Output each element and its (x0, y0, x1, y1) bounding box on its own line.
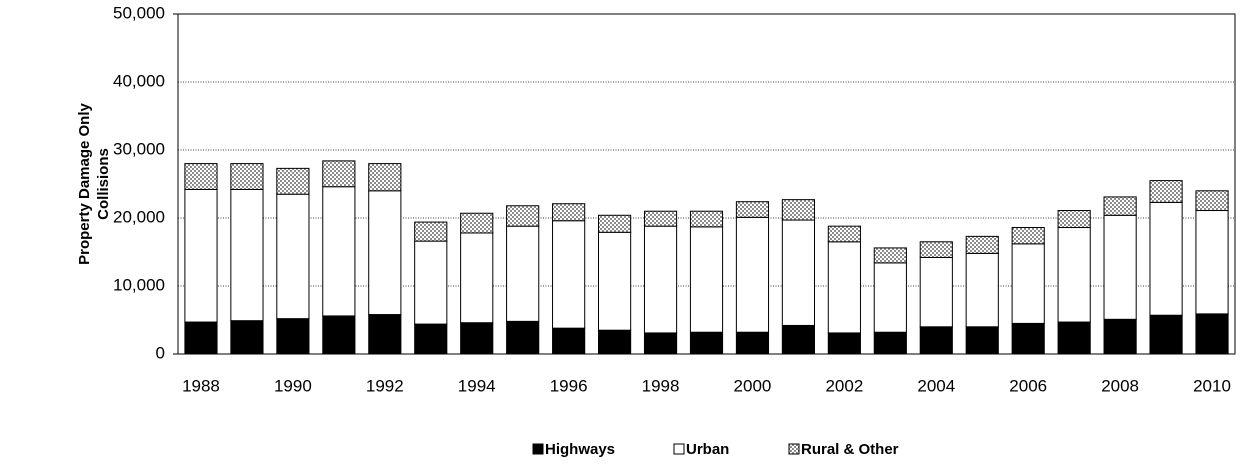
x-tick-label: 1990 (274, 376, 312, 395)
bar-segment (368, 314, 402, 355)
bar-segment (368, 163, 402, 192)
x-tick-label: 2010 (1193, 376, 1231, 395)
bar-segment (689, 226, 724, 333)
x-tick-label: 2006 (1009, 376, 1047, 395)
bar-segment (230, 188, 264, 322)
bar-segment (643, 210, 678, 227)
bar-segment (735, 201, 770, 218)
bar-segment (781, 199, 815, 221)
y-axis-label: Collisions (95, 148, 112, 220)
bar-segment (322, 160, 356, 188)
bar-segment (781, 219, 815, 326)
bar-segment (322, 315, 356, 355)
legend-label: Rural & Other (801, 441, 899, 458)
bar-segment (276, 318, 310, 355)
bar-segment (873, 262, 907, 333)
y-tick-label: 50,000 (113, 3, 165, 22)
bar-segment (965, 326, 999, 355)
bar-segment (276, 167, 310, 195)
bar-segment (873, 331, 907, 355)
x-tick-label: 1992 (366, 376, 404, 395)
bar-segment (965, 252, 999, 328)
x-tick-label: 1994 (458, 376, 496, 395)
x-tick-label: 2000 (734, 376, 772, 395)
bar-segment (919, 241, 953, 258)
bar-segment (827, 225, 861, 243)
bar-segment (643, 332, 678, 355)
x-tick-label: 1998 (642, 376, 680, 395)
y-tick-label: 0 (156, 343, 165, 362)
bar-segment (827, 332, 861, 355)
y-tick-label: 20,000 (113, 207, 165, 226)
legend-swatch (673, 443, 685, 455)
bar-segment (460, 322, 494, 355)
x-tick-label: 1988 (182, 376, 220, 395)
legend-label: Urban (686, 441, 729, 458)
bar-segment (965, 235, 999, 254)
bar-segment (184, 321, 218, 355)
bar-segment (506, 225, 540, 322)
bar-segment (689, 210, 724, 228)
x-tick-label: 1996 (550, 376, 588, 395)
bar-segment (1011, 322, 1045, 355)
bar-segment (643, 225, 678, 334)
bar-segment (506, 320, 540, 355)
y-tick-label: 30,000 (113, 139, 165, 158)
x-tick-label: 2004 (917, 376, 955, 395)
bar-segment (460, 232, 494, 324)
bar-segment (184, 163, 218, 190)
bar-segment (230, 163, 264, 190)
bar-segment (689, 331, 724, 355)
bar-segment (552, 327, 586, 355)
bar-segment (322, 186, 356, 317)
bar-segment (873, 247, 907, 264)
bar-segment (827, 241, 861, 334)
bar-segment (460, 212, 494, 234)
bar-segment (230, 320, 264, 355)
bar-segment (598, 231, 632, 331)
bar-segment (781, 324, 815, 355)
bar-segment (735, 331, 770, 355)
y-tick-label: 10,000 (113, 275, 165, 294)
bar-segment (1103, 318, 1137, 355)
x-tick-label: 2002 (825, 376, 863, 395)
bar-segment (1195, 210, 1229, 315)
bar-segment (184, 188, 218, 323)
bar-segment (735, 216, 770, 333)
legend-label: Highways (545, 441, 615, 458)
bar-segment (1195, 313, 1229, 355)
legend-swatch (532, 443, 544, 455)
y-axis-label: Property Damage Only (76, 102, 93, 264)
bar-segment (919, 256, 953, 328)
bar-segment (368, 190, 402, 316)
bar-segment (1011, 227, 1045, 245)
bar-segment (1057, 210, 1091, 229)
bar-segment (1149, 180, 1183, 203)
y-tick-label: 40,000 (113, 71, 165, 90)
bar-segment (598, 329, 632, 355)
bar-segment (1057, 321, 1091, 355)
bar-segment (276, 193, 310, 320)
legend-swatch (788, 443, 800, 455)
bar-segment (506, 205, 540, 227)
bar-segment (1195, 190, 1229, 212)
bar-segment (1103, 214, 1137, 320)
bar-segment (1149, 314, 1183, 355)
bar-segment (552, 203, 586, 222)
x-tick-label: 2008 (1101, 376, 1139, 395)
bar-segment (414, 323, 448, 355)
bar-segment (414, 221, 448, 242)
bar-segment (598, 214, 632, 233)
bar-segment (919, 326, 953, 355)
bar-segment (1011, 243, 1045, 324)
bar-segment (552, 220, 586, 329)
bar-segment (1149, 201, 1183, 316)
bar-segment (414, 240, 448, 325)
bar-segment (1057, 227, 1091, 323)
bar-segment (1103, 196, 1137, 216)
